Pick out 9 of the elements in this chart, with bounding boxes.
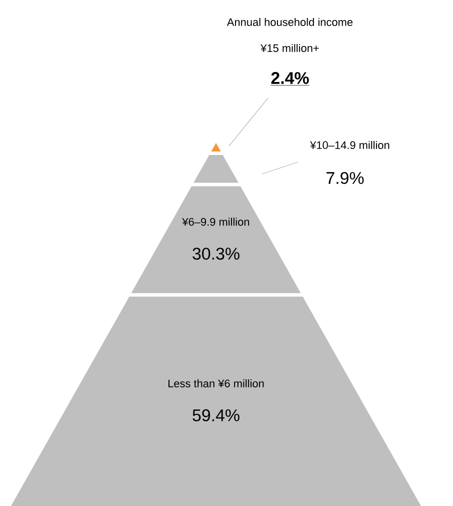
category-label: ¥10–14.9 million <box>310 140 390 150</box>
data-label: 7.9% <box>326 172 364 184</box>
data-label: 59.4% <box>192 409 240 422</box>
category-label: ¥6–9.9 million <box>182 218 250 226</box>
data-label: 30.3% <box>192 248 240 260</box>
data-label: 2.4% <box>271 72 309 84</box>
category-label: ¥15 million+ <box>260 44 319 52</box>
category-label: Less than ¥6 million <box>168 379 264 388</box>
text: Annual household income <box>226 18 353 26</box>
